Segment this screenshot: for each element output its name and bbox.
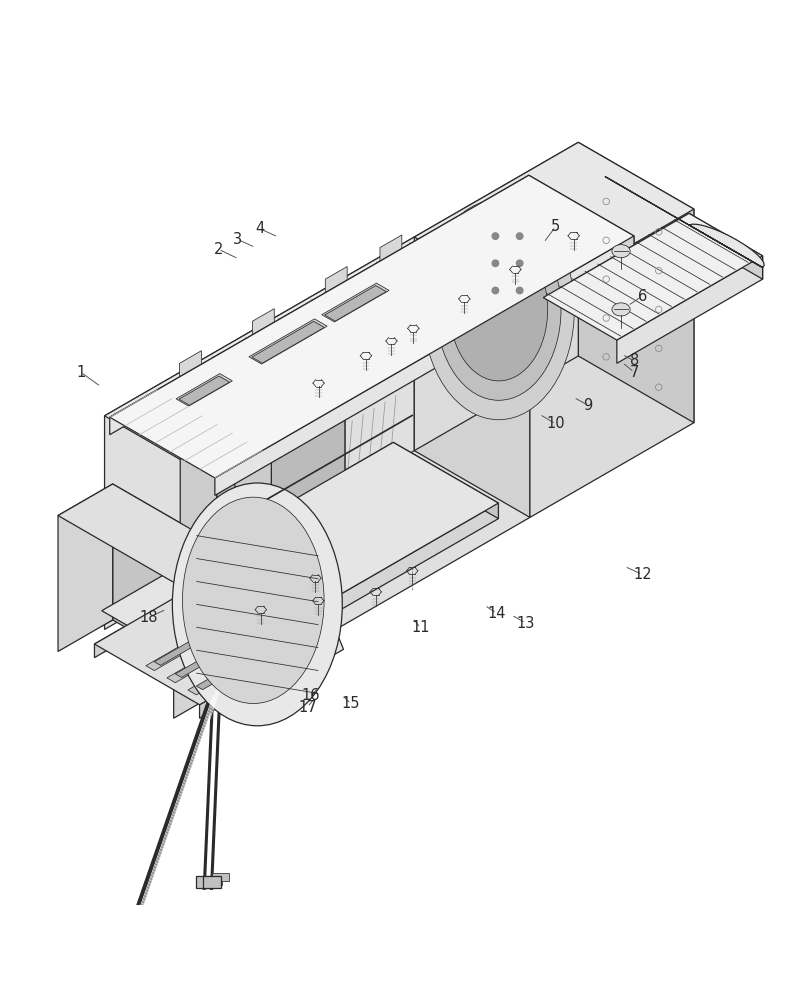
Polygon shape	[58, 484, 228, 582]
Polygon shape	[174, 551, 228, 718]
Text: 1: 1	[76, 365, 85, 380]
Polygon shape	[113, 484, 228, 687]
Polygon shape	[251, 321, 324, 363]
Text: 6: 6	[637, 289, 646, 304]
Polygon shape	[186, 591, 290, 666]
Text: 12: 12	[633, 567, 650, 582]
Polygon shape	[321, 283, 388, 322]
Polygon shape	[109, 175, 633, 478]
Polygon shape	[212, 873, 229, 881]
Polygon shape	[530, 209, 693, 517]
Polygon shape	[528, 175, 633, 253]
Polygon shape	[220, 304, 530, 696]
Text: 9: 9	[583, 398, 592, 413]
Ellipse shape	[436, 219, 560, 400]
Ellipse shape	[423, 200, 573, 420]
Circle shape	[516, 233, 522, 239]
Polygon shape	[146, 624, 227, 671]
Ellipse shape	[182, 497, 324, 704]
Circle shape	[491, 260, 498, 267]
Ellipse shape	[611, 245, 629, 258]
Polygon shape	[187, 648, 269, 695]
Polygon shape	[414, 142, 693, 304]
Polygon shape	[393, 442, 498, 519]
Polygon shape	[220, 521, 264, 607]
Polygon shape	[414, 237, 530, 517]
Polygon shape	[94, 591, 186, 658]
Circle shape	[491, 287, 498, 294]
Polygon shape	[577, 142, 693, 423]
Polygon shape	[414, 142, 577, 451]
Polygon shape	[101, 442, 498, 671]
Ellipse shape	[311, 344, 331, 359]
Polygon shape	[204, 876, 221, 888]
Ellipse shape	[172, 483, 342, 726]
Text: 15: 15	[341, 696, 360, 711]
Polygon shape	[180, 375, 217, 552]
Polygon shape	[179, 351, 201, 379]
Text: 14: 14	[487, 606, 505, 621]
Polygon shape	[154, 628, 219, 665]
Polygon shape	[689, 213, 762, 279]
Polygon shape	[109, 175, 528, 435]
Text: 5: 5	[551, 219, 560, 234]
Polygon shape	[366, 374, 388, 402]
Text: 2: 2	[213, 242, 223, 257]
Polygon shape	[254, 418, 290, 594]
Polygon shape	[58, 484, 113, 651]
Polygon shape	[293, 416, 315, 444]
Polygon shape	[231, 598, 343, 702]
Polygon shape	[101, 442, 393, 626]
Polygon shape	[543, 213, 762, 340]
Polygon shape	[175, 640, 239, 678]
Polygon shape	[105, 237, 414, 629]
Polygon shape	[200, 652, 290, 718]
Polygon shape	[249, 319, 327, 364]
Polygon shape	[215, 236, 633, 495]
Polygon shape	[308, 386, 345, 563]
Polygon shape	[204, 877, 221, 885]
Polygon shape	[234, 344, 345, 407]
Circle shape	[516, 260, 522, 267]
Polygon shape	[271, 344, 345, 542]
Polygon shape	[196, 652, 260, 690]
Polygon shape	[252, 309, 274, 337]
Polygon shape	[196, 876, 213, 888]
Text: 11: 11	[411, 620, 429, 635]
Text: 4: 4	[255, 221, 264, 236]
Polygon shape	[493, 301, 515, 329]
Polygon shape	[217, 375, 290, 573]
Circle shape	[516, 287, 522, 294]
Polygon shape	[180, 375, 290, 439]
Polygon shape	[167, 636, 248, 683]
Ellipse shape	[449, 238, 547, 381]
Text: 8: 8	[629, 353, 638, 368]
Polygon shape	[234, 344, 271, 520]
Polygon shape	[438, 332, 460, 360]
Polygon shape	[324, 286, 386, 321]
Text: 10: 10	[546, 416, 564, 431]
Text: 3: 3	[233, 232, 242, 247]
Text: 17: 17	[298, 700, 316, 715]
Polygon shape	[207, 503, 498, 687]
Text: 16: 16	[301, 688, 320, 703]
Text: 7: 7	[629, 365, 638, 380]
Ellipse shape	[611, 303, 629, 316]
Polygon shape	[178, 376, 230, 405]
Circle shape	[491, 233, 498, 239]
Polygon shape	[325, 267, 347, 295]
Polygon shape	[543, 213, 689, 321]
Polygon shape	[176, 374, 232, 406]
Polygon shape	[604, 176, 763, 268]
Polygon shape	[105, 237, 530, 483]
Text: 13: 13	[516, 616, 534, 631]
Polygon shape	[380, 235, 401, 263]
Polygon shape	[616, 256, 762, 363]
Polygon shape	[94, 591, 290, 705]
Text: 18: 18	[139, 610, 157, 625]
